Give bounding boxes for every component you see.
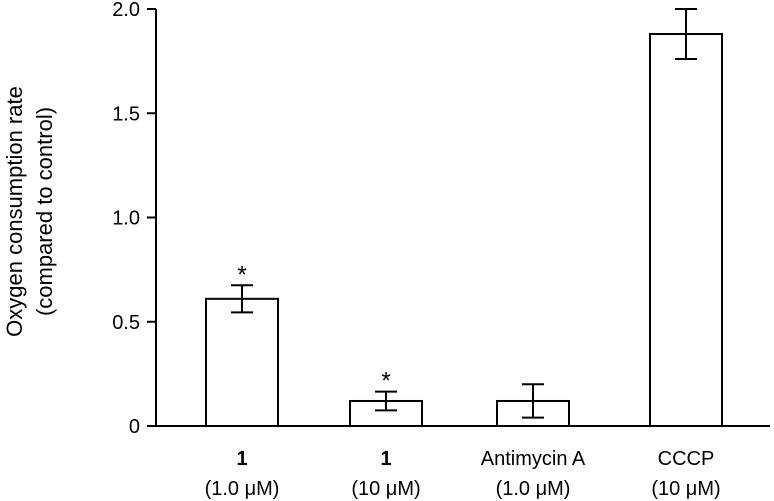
x-category-label: Antimycin A — [481, 448, 586, 470]
y-axis-label: Oxygen consumption rate (compared to con… — [2, 86, 57, 337]
bar — [649, 33, 723, 428]
significance-star: * — [381, 368, 390, 395]
y-tick-label: 1.5 — [112, 103, 140, 125]
significance-star: * — [237, 261, 246, 288]
bar — [205, 297, 279, 427]
x-category-label: CCCP — [658, 448, 715, 470]
bars — [205, 33, 723, 428]
x-category-label: 1 — [380, 448, 391, 470]
x-category-label: 1 — [236, 448, 247, 470]
y-axis-label-line1: Oxygen consumption rate — [2, 86, 27, 337]
y-axis-ticks: 0 0.5 1.0 1.5 2.0 — [112, 0, 156, 438]
y-tick-label: 0 — [129, 416, 140, 438]
x-category-concentration: (10 μM) — [651, 478, 720, 500]
y-tick-label: 2.0 — [112, 0, 140, 21]
error-bars — [231, 8, 697, 419]
x-category-concentration: (10 μM) — [351, 478, 420, 500]
y-tick-label: 1.0 — [112, 208, 140, 230]
y-axis-label-line2: (compared to control) — [32, 107, 57, 316]
significance-markers: ** — [237, 261, 390, 394]
x-category-concentration: (1.0 μM) — [205, 478, 280, 500]
x-axis-labels: 1 (1.0 μM) 1 (10 μM) Antimycin A (1.0 μM) CCCP… — [205, 448, 721, 500]
y-tick-label: 0.5 — [112, 312, 140, 334]
x-category-concentration: (1.0 μM) — [496, 478, 571, 500]
